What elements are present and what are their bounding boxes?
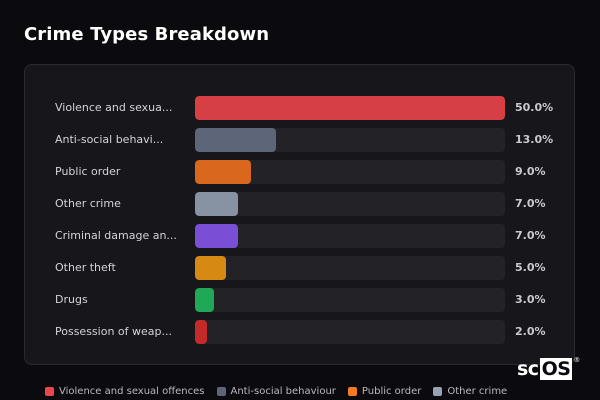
- bar-value: 50.0%: [515, 101, 554, 114]
- bar-label: Violence and sexua...: [55, 101, 173, 114]
- bar-value: 9.0%: [515, 165, 546, 178]
- bar-label: Other theft: [55, 261, 116, 274]
- bar-value: 13.0%: [515, 133, 554, 146]
- bar-row[interactable]: Other theft 5.0%: [25, 256, 574, 280]
- bar-fill[interactable]: [195, 192, 239, 216]
- bar-label: Criminal damage an...: [55, 229, 177, 242]
- legend-label: Violence and sexual offences: [59, 386, 205, 397]
- legend-swatch-icon: [216, 387, 226, 396]
- bar-row[interactable]: Anti-social behavi... 13.0%: [25, 128, 574, 152]
- legend-item[interactable]: Public order: [347, 386, 422, 397]
- chart-legend: Violence and sexual offences Anti-social …: [45, 386, 507, 397]
- bar-row[interactable]: Drugs 3.0%: [25, 288, 574, 312]
- bar-fill[interactable]: [195, 224, 239, 248]
- legend-item[interactable]: Other crime: [433, 386, 507, 397]
- bar-track: [195, 320, 505, 344]
- legend-label: Other crime: [447, 386, 508, 397]
- bar-label: Public order: [55, 165, 121, 178]
- bar-track: [195, 128, 505, 152]
- bar-fill[interactable]: [195, 256, 226, 280]
- watermark-logo: sc OS ®: [517, 356, 580, 380]
- bar-row[interactable]: Criminal damage an... 7.0%: [25, 224, 574, 248]
- bar-label: Possession of weap...: [55, 325, 172, 338]
- bar-value: 5.0%: [515, 261, 546, 274]
- bar-row[interactable]: Other crime 7.0%: [25, 192, 574, 216]
- chart-card: Violence and sexua... 50.0% Anti-social be…: [24, 64, 575, 365]
- registered-icon: ®: [573, 356, 580, 364]
- bar-label: Drugs: [55, 293, 88, 306]
- legend-swatch-icon: [45, 387, 54, 396]
- bar-fill[interactable]: [195, 320, 208, 344]
- legend-item[interactable]: Violence and sexual offences: [45, 386, 205, 397]
- bar-fill[interactable]: [195, 160, 251, 184]
- bar-track: [195, 192, 505, 216]
- bar-label: Anti-social behavi...: [55, 133, 164, 146]
- legend-swatch-icon: [347, 387, 357, 396]
- bar-row[interactable]: Public order 9.0%: [25, 160, 574, 184]
- bar-track: [195, 256, 505, 280]
- bar-row[interactable]: Violence and sexua... 50.0%: [25, 96, 574, 120]
- legend-swatch-icon: [433, 387, 443, 396]
- bar-track: [195, 288, 505, 312]
- legend-label: Public order: [361, 386, 422, 397]
- watermark-prefix: sc: [517, 358, 539, 380]
- bar-track: [195, 96, 505, 120]
- legend-item[interactable]: Anti-social behaviour: [216, 386, 336, 397]
- bar-fill[interactable]: [195, 128, 276, 152]
- watermark-highlight: OS: [539, 358, 573, 380]
- chart-title: Crime Types Breakdown: [24, 24, 270, 45]
- bar-row[interactable]: Possession of weap... 2.0%: [25, 320, 574, 344]
- bar-value: 3.0%: [515, 293, 546, 306]
- bar-value: 7.0%: [515, 229, 546, 242]
- bar-fill[interactable]: [195, 96, 505, 120]
- bar-value: 2.0%: [515, 325, 546, 338]
- bar-track: [195, 160, 505, 184]
- bar-fill[interactable]: [195, 288, 214, 312]
- bar-label: Other crime: [55, 197, 121, 210]
- bar-value: 7.0%: [515, 197, 546, 210]
- legend-label: Anti-social behaviour: [230, 386, 336, 397]
- bar-track: [195, 224, 505, 248]
